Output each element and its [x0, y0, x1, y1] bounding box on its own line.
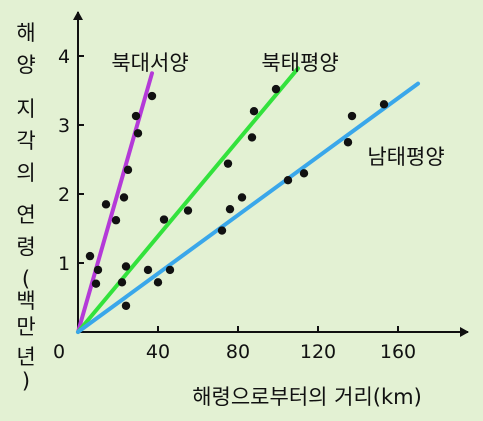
series-line [76, 71, 154, 334]
data-point [111, 216, 121, 225]
y-tick-label: 3 [58, 115, 70, 137]
data-point [101, 200, 111, 209]
series-line [76, 66, 300, 334]
data-point [283, 176, 293, 185]
data-point [123, 165, 133, 175]
series-label: 북태평양 [261, 51, 338, 75]
data-point [93, 265, 103, 275]
y-axis-title-char: 양 [16, 53, 35, 77]
origin-label: 0 [53, 341, 65, 363]
data-point [247, 133, 257, 142]
x-ticks: 40 80 120 160 [146, 326, 416, 363]
y-axis-title-char: ( [22, 267, 30, 291]
x-tick-label: 40 [146, 341, 170, 363]
data-point [121, 262, 131, 271]
y-tick-label: 4 [58, 46, 70, 68]
series-line [76, 81, 420, 334]
data-point [131, 111, 141, 121]
x-tick-label: 120 [300, 341, 336, 363]
y-axis-title-char: 만 [16, 315, 35, 339]
y-axis-title-char: 의 [16, 161, 35, 185]
data-point [225, 204, 235, 214]
x-axis-title: 해령으로부터의 거리(km) [192, 385, 422, 409]
data-point [119, 193, 129, 202]
data-point [165, 265, 175, 275]
data-point [183, 206, 193, 215]
data-point [343, 138, 353, 147]
data-point [117, 278, 127, 287]
data-point [121, 301, 131, 310]
y-axis-title-char: 해 [16, 21, 35, 45]
data-point [91, 279, 101, 288]
data-point [249, 107, 259, 116]
data-point [143, 265, 153, 275]
series-label: 남태평양 [367, 145, 444, 169]
data-point [147, 91, 157, 101]
y-axis-title-char: 각 [16, 129, 35, 153]
series-label: 북대서양 [111, 51, 188, 75]
data-point [159, 215, 169, 224]
data-point [217, 226, 227, 235]
y-axis-title-char: 연 [16, 203, 35, 227]
series-lines [76, 66, 420, 334]
data-point [133, 129, 143, 138]
data-point [347, 111, 357, 121]
data-point [299, 169, 309, 178]
data-point [237, 193, 247, 202]
y-axis-title-char: 령 [16, 235, 35, 259]
y-axis-title-char: 년 [16, 345, 35, 369]
data-point [379, 100, 389, 109]
y-tick-label: 2 [58, 184, 70, 206]
y-axis-title-char: ) [22, 369, 30, 393]
series-points [85, 84, 389, 310]
data-point [271, 84, 281, 94]
y-axis-title-char: 지 [16, 97, 35, 121]
y-ticks: 1 2 3 4 [58, 46, 84, 275]
data-point [223, 159, 233, 168]
data-point [153, 278, 163, 287]
y-axis-title-char: 백 [16, 289, 35, 313]
y-tick-label: 1 [58, 253, 70, 275]
x-tick-label: 160 [380, 341, 416, 363]
data-point [85, 251, 95, 261]
x-tick-label: 80 [226, 341, 250, 363]
